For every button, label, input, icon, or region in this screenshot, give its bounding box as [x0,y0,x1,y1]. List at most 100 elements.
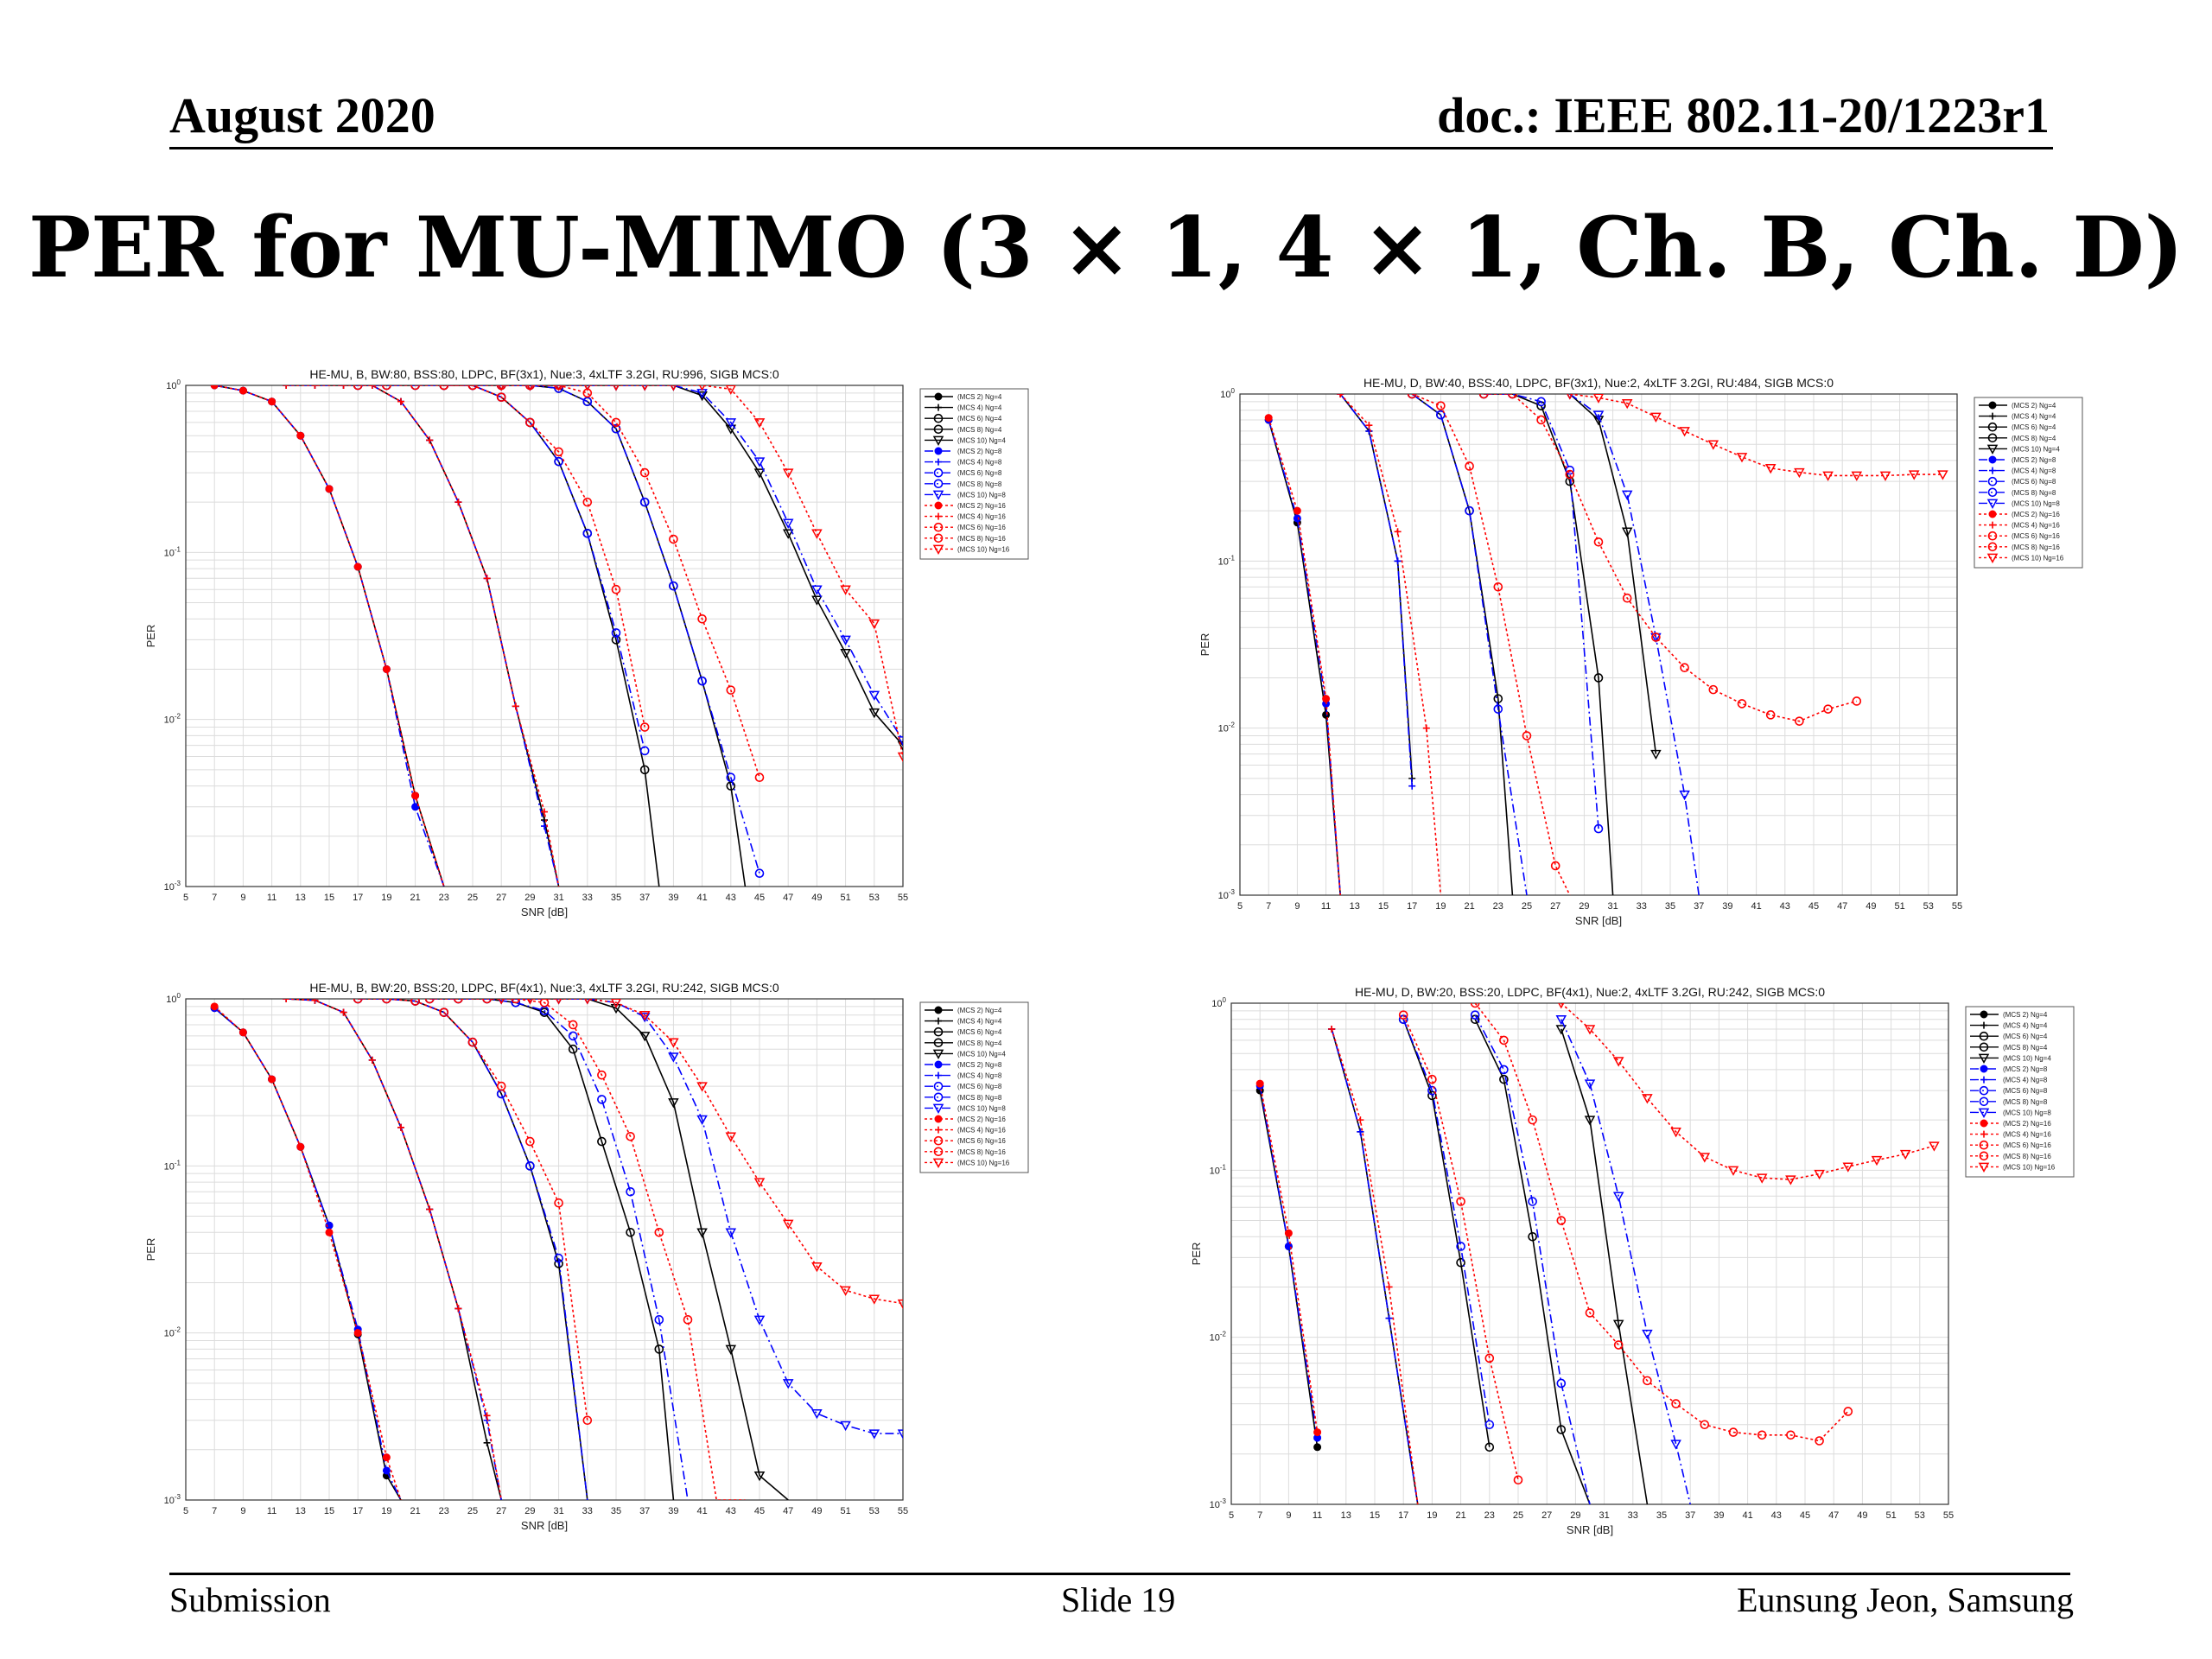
data-point [1499,1074,1509,1084]
data-point [753,1471,766,1482]
x-tick-label: 51 [840,1506,850,1516]
data-point [1365,422,1373,429]
x-tick-label: 53 [869,893,880,903]
x-tick-label: 45 [1800,1510,1810,1521]
data-point [611,628,621,638]
data-point [496,392,506,402]
x-tick-label: 27 [1541,1510,1552,1521]
series--mcs-8-ng-16 [1470,1003,1853,1446]
data-point [811,1409,823,1420]
footer-submission: Submission [169,1580,331,1619]
data-point [1937,470,1948,480]
data-point [897,1429,903,1440]
y-axis-label: PER [1198,633,1211,657]
legend-entry: (MCS 10) Ng=8 [2003,1109,2051,1116]
legend-marker [935,1126,942,1134]
data-point [1642,1094,1653,1104]
legend-entry: (MCS 8) Ng=16 [957,1148,1006,1156]
data-point [512,702,519,710]
x-tick-label: 29 [1579,901,1589,912]
legend-entry: (MCS 6) Ng=4 [957,415,1002,423]
x-tick-label: 25 [1522,901,1532,912]
data-point [1508,394,1517,399]
data-point [424,999,435,1004]
x-tick-label: 53 [869,1506,880,1516]
x-tick-label: 41 [1742,1510,1752,1521]
data-point [1565,469,1575,480]
chart-bottom-left: HE-MU, B, BW:20, BSS:20, LDPC, BF(4x1), … [138,976,1175,1564]
legend-entry: (MCS 8) Ng=8 [957,1094,1002,1102]
x-tick-label: 15 [1370,1510,1380,1521]
data-point [1612,1192,1624,1202]
x-tick-label: 7 [212,1506,217,1516]
data-point [639,722,650,732]
data-point [283,999,290,1002]
data-point [454,999,463,1004]
y-tick-label: 10-3 [1218,888,1236,901]
data-point [554,1198,563,1208]
legend: (MCS 2) Ng=4 (MCS 4) Ng=4 (MCS 6) Ng=4 (MCS… [919,388,1029,560]
data-point [410,385,420,391]
data-point [1264,414,1273,423]
legend-entry: (MCS 2) Ng=8 [2003,1065,2048,1073]
data-point [483,1439,491,1446]
data-point [726,772,736,783]
series-line [1331,1028,1419,1504]
chart-title: HE-MU, D, BW:40, BSS:40, LDPC, BF(3x1), … [1363,376,1834,390]
series-line [286,385,560,887]
data-point [626,1131,635,1141]
x-tick-label: 49 [811,1506,822,1516]
data-point [1680,663,1689,673]
data-point [669,581,678,591]
legend-entry: (MCS 2) Ng=16 [957,502,1006,510]
series-line [429,999,689,1500]
legend-marker [1988,455,1997,464]
data-point [725,418,737,429]
data-point [1528,1115,1537,1125]
data-point [611,635,621,645]
series-line [1484,394,1614,895]
data-point [1593,673,1604,683]
x-tick-label: 55 [898,893,908,903]
legend-entry: (MCS 10) Ng=16 [957,545,1010,553]
x-tick-label: 43 [1780,901,1790,912]
data-point [1313,1428,1322,1437]
legend-entry: (MCS 8) Ng=4 [957,1039,1002,1047]
x-tick-label: 19 [381,893,391,903]
legend-marker [1979,1042,1989,1052]
legend-entry: (MCS 8) Ng=4 [2003,1044,2048,1052]
x-tick-label: 23 [439,1506,449,1516]
data-point [368,1056,376,1064]
data-point [554,1253,563,1263]
per-plot-svg: HE-MU, B, BW:80, BSS:80, LDPC, BF(3x1), … [144,367,1029,918]
data-point [426,436,434,444]
x-tick-label: 23 [1493,901,1503,912]
data-point [397,397,404,405]
data-point [811,1262,823,1273]
data-point [1727,1166,1739,1176]
legend-marker [1979,1096,1989,1107]
data-point [1385,1283,1393,1291]
series-line [286,999,502,1500]
data-point [1584,1079,1596,1090]
x-tick-label: 53 [1915,1510,1925,1521]
data-point [1795,716,1804,726]
legend-entry: (MCS 8) Ng=16 [2003,1153,2051,1160]
x-tick-label: 39 [1713,1510,1724,1521]
legend-entry: (MCS 6) Ng=8 [957,469,1002,477]
x-tick-label: 47 [1828,1510,1839,1521]
data-point [669,534,678,544]
x-tick-label: 39 [668,1506,678,1516]
data-point [467,385,478,391]
data-point [1293,514,1301,523]
slide-title: PER for MU-MIMO (3 × 1, 4 × 1, Ch. B, Ch… [28,199,2184,296]
data-point [654,1227,664,1237]
data-point [511,999,521,1004]
data-point [426,1205,434,1213]
data-point [668,1038,679,1048]
legend-entry: (MCS 4) Ng=8 [2003,1077,2048,1084]
data-point [725,1228,737,1238]
data-point [754,868,765,878]
data-point [554,447,563,457]
data-point [1613,1340,1624,1350]
